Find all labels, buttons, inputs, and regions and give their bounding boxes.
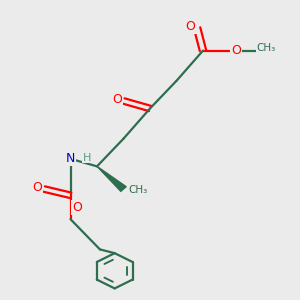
Text: O: O bbox=[33, 181, 43, 194]
Text: O: O bbox=[112, 93, 122, 106]
Text: O: O bbox=[72, 201, 82, 214]
Text: N: N bbox=[66, 152, 75, 165]
Text: H: H bbox=[82, 152, 91, 163]
Text: CH₃: CH₃ bbox=[129, 185, 148, 195]
Text: O: O bbox=[231, 44, 241, 57]
Text: O: O bbox=[186, 20, 196, 33]
Polygon shape bbox=[97, 167, 126, 191]
Text: CH₃: CH₃ bbox=[257, 43, 276, 53]
